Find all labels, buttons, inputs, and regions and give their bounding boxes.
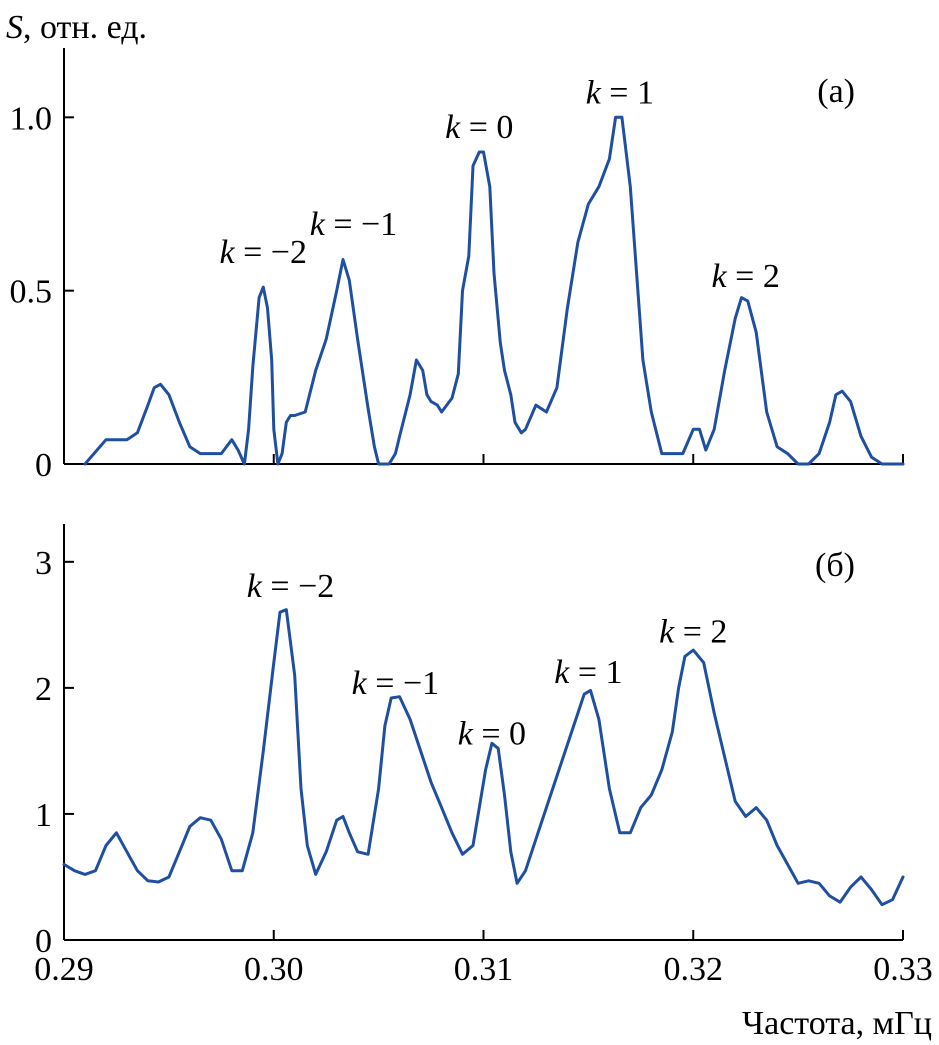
panel-a-series-line [83, 115, 905, 466]
y-tick-label: 0.5 [10, 274, 53, 311]
y-tick-label: 1.0 [10, 100, 53, 137]
peak-label: k = 1 [554, 654, 622, 691]
peak-label: k = 1 [586, 74, 654, 111]
panel-a-label: (а) [817, 73, 855, 110]
y-axis-title-symbol: S [6, 9, 23, 46]
panel-b-x-ticks: 0.29 0.30 0.31 0.32 0.33 [34, 930, 933, 988]
panel-a-annotations: k = −2k = −1 k = 0 k = 1 k = 2 [220, 74, 780, 295]
y-tick-label: 0 [35, 447, 52, 484]
y-tick-label: 2 [35, 671, 52, 708]
x-tick-label: 0.30 [244, 951, 304, 988]
x-tick-label: 0.31 [454, 951, 514, 988]
y-tick-label: 0 [35, 923, 52, 960]
peak-label: k = −1 [352, 665, 439, 702]
peak-label: k = −1 [310, 206, 397, 243]
panel-a: 0 0.5 1.0 k = −2k = −1 k = 0 k = 1 k = 2 (а) [10, 48, 905, 484]
y-tick-label: 1 [35, 797, 52, 834]
peak-label: k = 2 [712, 258, 780, 295]
y-tick-label: 3 [35, 545, 52, 582]
peak-label: k = 0 [445, 109, 513, 146]
x-tick-label: 0.32 [664, 951, 724, 988]
x-axis-title: Частота, мГц [742, 1005, 932, 1042]
panel-b-y-ticks: 0 1 2 3 [35, 545, 74, 960]
panel-b-annotations: k = −2 k = −1 k = 0 k = 1 k = 2 [247, 568, 728, 752]
y-axis-title: S, отн. ед. [6, 9, 147, 46]
panel-b-series-line [62, 608, 905, 907]
y-axis-title-unit: , отн. ед. [23, 9, 147, 46]
panel-a-x-ticks [63, 454, 904, 464]
peak-label: k = 0 [458, 716, 526, 753]
panel-b-label: (б) [815, 547, 855, 584]
peak-label: k = 2 [659, 613, 727, 650]
x-tick-label: 0.33 [873, 951, 933, 988]
x-tick-label: 0.29 [34, 951, 94, 988]
peak-label: k = −2 [247, 568, 334, 605]
peak-label: k = −2 [220, 234, 307, 271]
panel-a-y-ticks: 0 0.5 1.0 [10, 100, 74, 484]
